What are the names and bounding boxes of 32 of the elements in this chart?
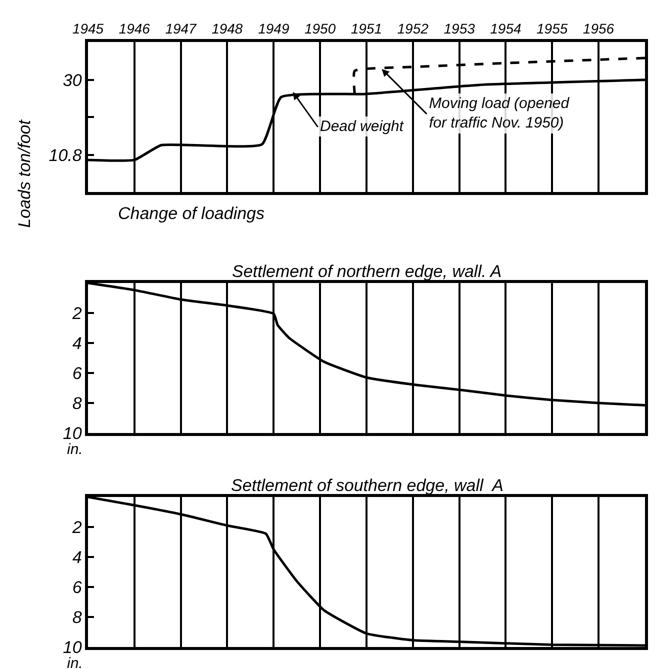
x-axis-title: Change of loadings (118, 204, 265, 223)
y-axis-title: in. (67, 441, 83, 458)
y-tick-label: 10 (62, 424, 82, 443)
y-tick-label: 2 (71, 304, 82, 323)
annotation: Moving load (opened for traffic Nov. 1950) (429, 95, 570, 132)
y-tick-label: 4 (72, 548, 82, 567)
y-tick-label: 10 (62, 638, 82, 657)
x-tick-label: 1952 (397, 20, 429, 37)
x-tick-label: 1954 (490, 20, 522, 37)
y-tick-label: 8 (72, 608, 82, 627)
y-tick-label: 8 (72, 394, 82, 413)
chart-title: Settlement of southern edge, wall A (231, 476, 504, 495)
y-axis-title: in. (67, 655, 83, 669)
x-tick-label: 1956 (582, 20, 614, 37)
chart-title: Settlement of northern edge, wall. A (232, 262, 502, 281)
x-tick-label: 1946 (118, 20, 150, 37)
x-tick-label: 1948 (212, 20, 243, 37)
x-tick-label: 1955 (536, 20, 568, 37)
x-tick-label: 1949 (258, 20, 290, 37)
annotation: Dead weight (320, 118, 404, 135)
x-tick-label: 1945 (72, 20, 104, 37)
y-tick-label: 6 (72, 364, 82, 383)
y-tick-label: 4 (72, 334, 82, 353)
y-tick-label: 10.8 (48, 146, 82, 165)
x-tick-label: 1953 (444, 20, 476, 37)
x-tick-label: 1951 (350, 20, 382, 37)
y-axis-title: Loads ton/foot (14, 118, 34, 228)
y-tick-label: 2 (71, 518, 82, 537)
y-tick-label: 30 (62, 70, 82, 90)
y-tick-label: 6 (72, 578, 82, 597)
x-tick-label: 1950 (304, 20, 336, 37)
x-tick-label: 1947 (165, 20, 198, 37)
